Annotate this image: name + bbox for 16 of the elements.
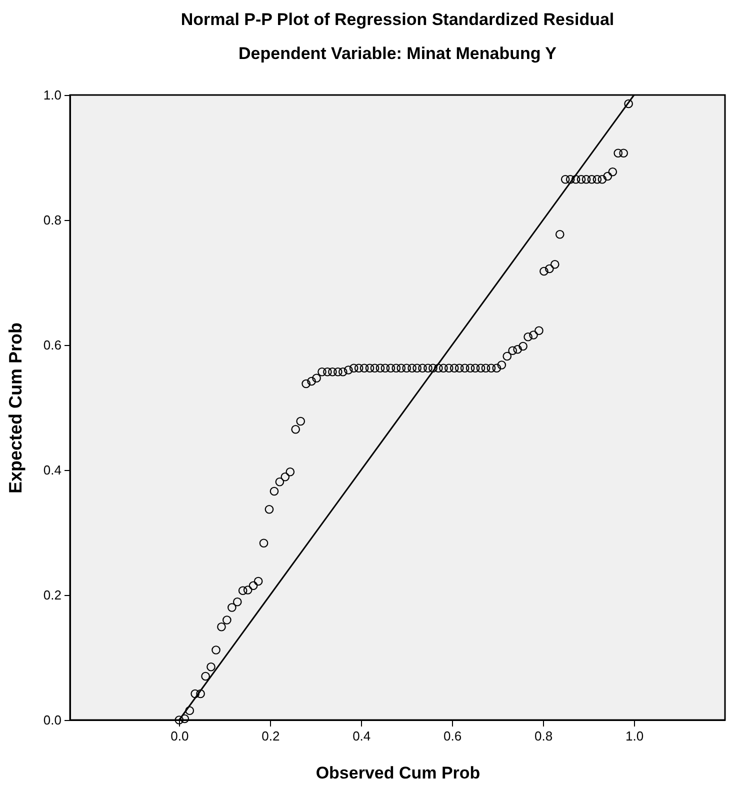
x-tick-label: 0.8: [534, 728, 553, 744]
x-axis-title: Observed Cum Prob: [316, 764, 480, 782]
x-tick-label: 0.2: [262, 728, 280, 744]
y-tick-label: 0.6: [43, 338, 62, 352]
x-tick-label: 1.0: [625, 728, 644, 744]
y-tick-label: 0.8: [43, 212, 62, 228]
y-tick-label: 0.4: [43, 462, 62, 478]
y-tick-label: 0.2: [43, 588, 62, 602]
chart-subtitle: Dependent Variable: Minat Menabung Y: [238, 44, 558, 63]
y-axis-title: Expected Cum Prob: [5, 322, 26, 494]
x-tick-label: 0.0: [170, 728, 189, 744]
x-tick-label: 0.4: [352, 728, 371, 744]
y-tick-label: 1.0: [43, 88, 62, 102]
x-tick-label: 0.6: [444, 728, 462, 744]
chart-title: Normal P-P Plot of Regression Standardized Residual: [180, 10, 614, 29]
y-tick-label: 0.0: [43, 712, 62, 728]
